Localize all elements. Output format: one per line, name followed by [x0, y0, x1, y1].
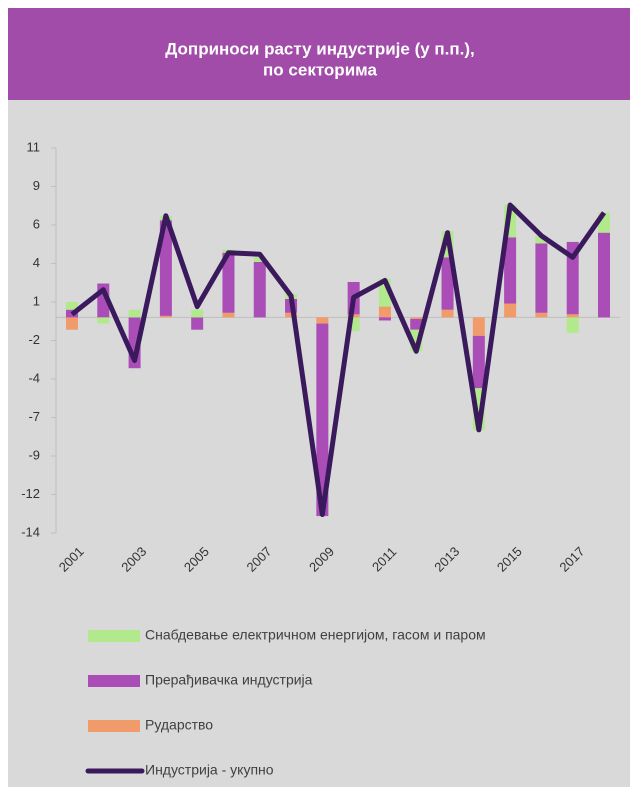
bar	[410, 318, 423, 330]
bar	[472, 317, 485, 336]
header	[8, 8, 630, 100]
y-tick-label: 4	[33, 255, 40, 270]
y-tick-label: -14	[21, 524, 40, 539]
bar	[504, 237, 517, 304]
bar	[316, 323, 329, 517]
bar	[441, 257, 454, 310]
y-tick-label: -2	[28, 332, 40, 347]
bar	[191, 309, 204, 318]
bar	[566, 314, 579, 318]
legend-label: Прерађивачка индустрија	[145, 672, 313, 688]
line	[70, 202, 607, 518]
legend-swatch	[88, 720, 140, 732]
bar	[566, 317, 579, 333]
bar	[222, 252, 235, 313]
legend-label: Рударство	[145, 717, 213, 733]
bar	[598, 232, 610, 318]
bar	[535, 243, 548, 313]
legend-label: Снабдевање електричном енергијом, гасом …	[145, 627, 486, 643]
bar	[410, 317, 423, 319]
bar	[535, 312, 548, 318]
y-tick-label: 11	[27, 139, 41, 154]
bar	[253, 257, 266, 262]
y-tick-label: 6	[33, 216, 40, 231]
bar	[97, 317, 110, 324]
bar	[504, 303, 517, 318]
bar	[441, 309, 454, 318]
bar	[566, 241, 579, 315]
bar	[535, 235, 548, 244]
chart-title: по секторима	[263, 60, 377, 79]
bar	[347, 314, 360, 318]
legend-label: Индустрија - укупно	[145, 762, 274, 778]
bar	[128, 309, 141, 318]
bar	[253, 261, 266, 318]
y-tick-label: 9	[33, 178, 40, 193]
y-tick-label: -12	[21, 486, 40, 501]
bar	[222, 312, 235, 318]
bar	[66, 302, 78, 310]
y-tick-label: 1	[33, 293, 40, 308]
bar	[159, 220, 172, 316]
bar	[472, 335, 485, 389]
bar	[159, 315, 172, 318]
bar	[66, 317, 78, 330]
bar	[378, 306, 391, 318]
bar	[378, 317, 391, 321]
bar	[191, 317, 204, 330]
legend-swatch	[88, 630, 140, 642]
y-tick-label: -4	[28, 370, 40, 385]
y-tick-label: -9	[28, 447, 40, 462]
legend-swatch	[88, 675, 140, 687]
chart-title: Доприноси расту индустрије (у п.п.),	[165, 39, 475, 58]
bar	[285, 312, 298, 318]
y-tick-label: -7	[28, 409, 40, 424]
bar	[316, 317, 329, 324]
